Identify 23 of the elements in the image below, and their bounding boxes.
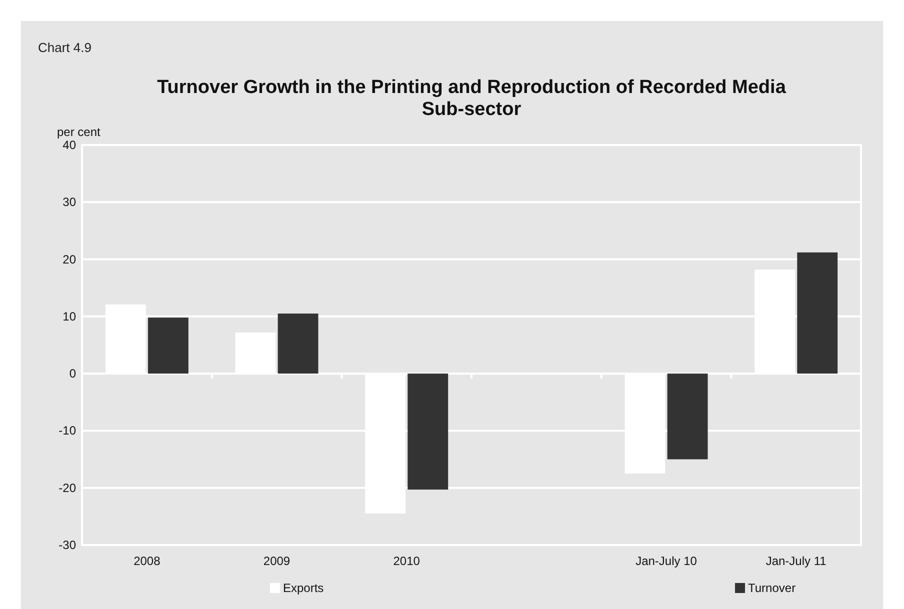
y-tick-label: 40 <box>62 138 76 152</box>
bar <box>408 374 448 490</box>
legend-label: Exports <box>283 581 324 595</box>
y-tick-label: -30 <box>58 538 76 552</box>
y-tick-label: 20 <box>62 252 76 266</box>
y-tick-label: 30 <box>62 195 76 210</box>
x-tick-label: Jan-July 10 <box>636 554 698 568</box>
x-tick-label: 2008 <box>134 554 161 568</box>
x-tick-label: 2010 <box>393 554 420 568</box>
bar <box>148 318 188 374</box>
y-tick-label: -20 <box>58 480 76 495</box>
bar <box>797 252 838 374</box>
caption: Chart 4.9 <box>38 40 92 55</box>
y-tick-label: 10 <box>62 309 76 324</box>
y-tick-label: 0 <box>69 366 76 381</box>
bar <box>278 314 318 374</box>
chart-title: Turnover Growth in the Printing and Reproduction of Recorded Media Sub-sector <box>157 77 786 120</box>
x-tick-label: 2009 <box>263 554 290 568</box>
y-axis-title: per cent <box>57 125 102 139</box>
x-tick-label: Jan-July 11 <box>766 554 827 568</box>
bar <box>667 374 708 460</box>
legend-label: Turnover <box>748 581 796 595</box>
y-tick-label: -10 <box>58 424 76 438</box>
